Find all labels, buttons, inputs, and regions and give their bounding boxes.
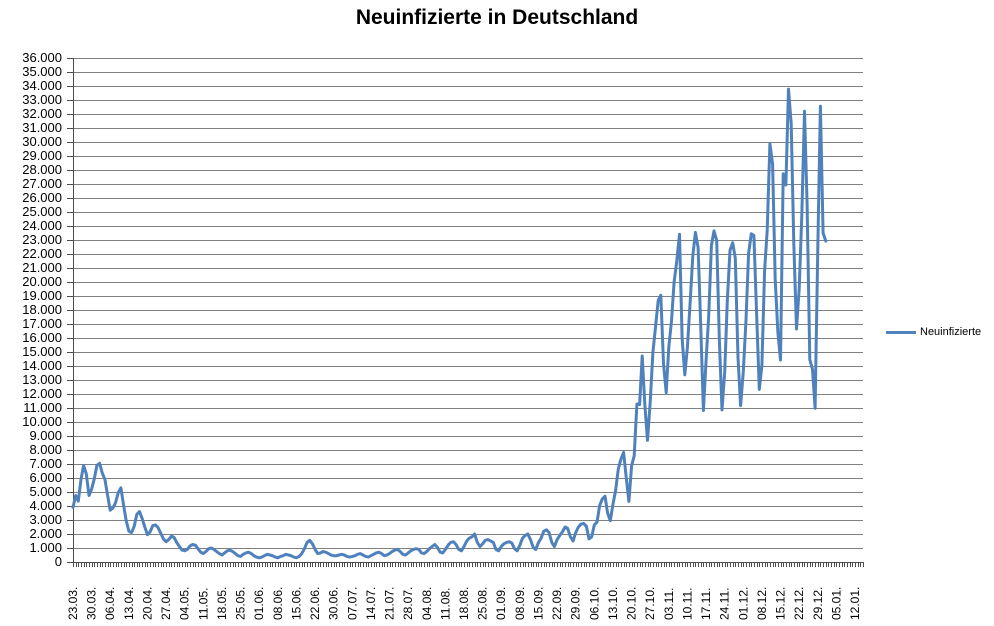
svg-text:01.06.: 01.06. [252,587,266,620]
svg-text:27.10.: 27.10. [643,587,657,620]
legend-key-line [886,330,916,334]
svg-text:4.000: 4.000 [29,498,62,513]
svg-text:34.000: 34.000 [22,78,62,93]
svg-text:24.000: 24.000 [22,218,62,233]
data-series-line [71,87,828,560]
svg-text:14.000: 14.000 [22,358,62,373]
svg-text:25.05.: 25.05. [234,587,248,620]
axes [73,58,863,567]
svg-text:04.05.: 04.05. [178,587,192,620]
axis-ticks [67,58,864,567]
svg-text:16.000: 16.000 [22,330,62,345]
svg-text:20.000: 20.000 [22,274,62,289]
svg-text:23.000: 23.000 [22,232,62,247]
svg-text:08.09.: 08.09. [513,587,527,620]
svg-text:29.12.: 29.12. [811,587,825,620]
svg-text:27.000: 27.000 [22,176,62,191]
svg-text:10.11.: 10.11. [680,588,694,620]
svg-text:27.04.: 27.04. [159,587,173,620]
svg-text:6.000: 6.000 [29,470,62,485]
svg-text:14.07.: 14.07. [364,587,378,620]
svg-text:8.000: 8.000 [29,442,62,457]
svg-text:08.06.: 08.06. [271,587,285,620]
svg-text:33.000: 33.000 [22,92,62,107]
svg-text:15.09.: 15.09. [531,587,545,620]
svg-text:22.12.: 22.12. [792,587,806,620]
svg-text:11.000: 11.000 [23,400,62,415]
svg-text:01.12.: 01.12. [736,587,750,620]
svg-text:18.05.: 18.05. [215,587,229,620]
svg-text:15.000: 15.000 [22,344,62,359]
legend-label: Neuinfizierte [920,326,982,338]
svg-text:30.000: 30.000 [22,134,62,149]
svg-text:1.000: 1.000 [29,540,62,555]
svg-text:06.10.: 06.10. [587,587,601,620]
svg-text:36.000: 36.000 [22,50,62,65]
x-axis-labels: 23.03. 30.03. 06.04. 13.04. 20.04. 27.04. 04.0… [66,587,862,620]
svg-text:30.06.: 30.06. [327,587,341,620]
svg-text:22.06.: 22.06. [308,587,322,620]
svg-text:04.08.: 04.08. [420,587,434,620]
svg-text:06.04.: 06.04. [103,587,117,620]
svg-text:13.10.: 13.10. [606,587,620,620]
gridlines [73,58,863,549]
svg-text:25.08.: 25.08. [476,587,490,620]
svg-text:7.000: 7.000 [29,456,62,471]
svg-text:21.07.: 21.07. [383,587,397,620]
svg-text:18.08.: 18.08. [457,587,471,620]
svg-text:22.000: 22.000 [22,246,62,261]
y-axis-labels: 36.00035.00034.00033.00032.00031.00030.0… [22,50,62,569]
svg-text:21.000: 21.000 [22,260,62,275]
svg-text:2.000: 2.000 [29,526,62,541]
svg-text:11.05.: 11.05. [196,588,210,620]
svg-text:15.12.: 15.12. [774,587,788,620]
svg-text:03.11.: 03.11. [662,588,676,620]
svg-text:28.07.: 28.07. [401,587,415,620]
svg-text:10.000: 10.000 [22,414,62,429]
svg-text:28.000: 28.000 [22,162,62,177]
svg-text:5.000: 5.000 [29,484,62,499]
svg-text:24.11.: 24.11. [718,588,732,620]
svg-text:9.000: 9.000 [29,428,62,443]
svg-text:22.09.: 22.09. [550,587,564,620]
svg-text:3.000: 3.000 [29,512,62,527]
svg-text:20.04.: 20.04. [140,587,154,620]
svg-text:07.07.: 07.07. [345,587,359,620]
chart-title: Neuinfizierte in Deutschland [355,6,639,29]
svg-text:11.08.: 11.08. [438,588,452,620]
svg-text:32.000: 32.000 [22,106,62,121]
svg-text:18.000: 18.000 [22,302,62,317]
svg-text:19.000: 19.000 [22,288,62,303]
svg-text:12.01.: 12.01. [848,587,862,620]
svg-text:26.000: 26.000 [22,190,62,205]
svg-text:0: 0 [55,554,62,569]
svg-text:17.000: 17.000 [22,316,62,331]
svg-text:15.06.: 15.06. [289,587,303,620]
svg-text:25.000: 25.000 [22,204,62,219]
svg-text:35.000: 35.000 [22,64,62,79]
svg-text:17.11.: 17.11. [699,588,713,620]
svg-text:30.03.: 30.03. [85,587,99,620]
svg-text:12.000: 12.000 [22,386,62,401]
svg-text:31.000: 31.000 [22,120,62,135]
svg-text:08.12.: 08.12. [755,587,769,620]
svg-text:29.09.: 29.09. [569,587,583,620]
svg-text:29.000: 29.000 [22,148,62,163]
svg-text:13.04.: 13.04. [122,587,136,620]
svg-text:01.09.: 01.09. [494,587,508,620]
svg-text:05.01.: 05.01. [829,587,843,620]
svg-text:23.03.: 23.03. [66,587,80,620]
svg-text:13.000: 13.000 [22,372,62,387]
svg-text:20.10.: 20.10. [625,587,639,620]
legend: Neuinfizierte [886,326,981,338]
